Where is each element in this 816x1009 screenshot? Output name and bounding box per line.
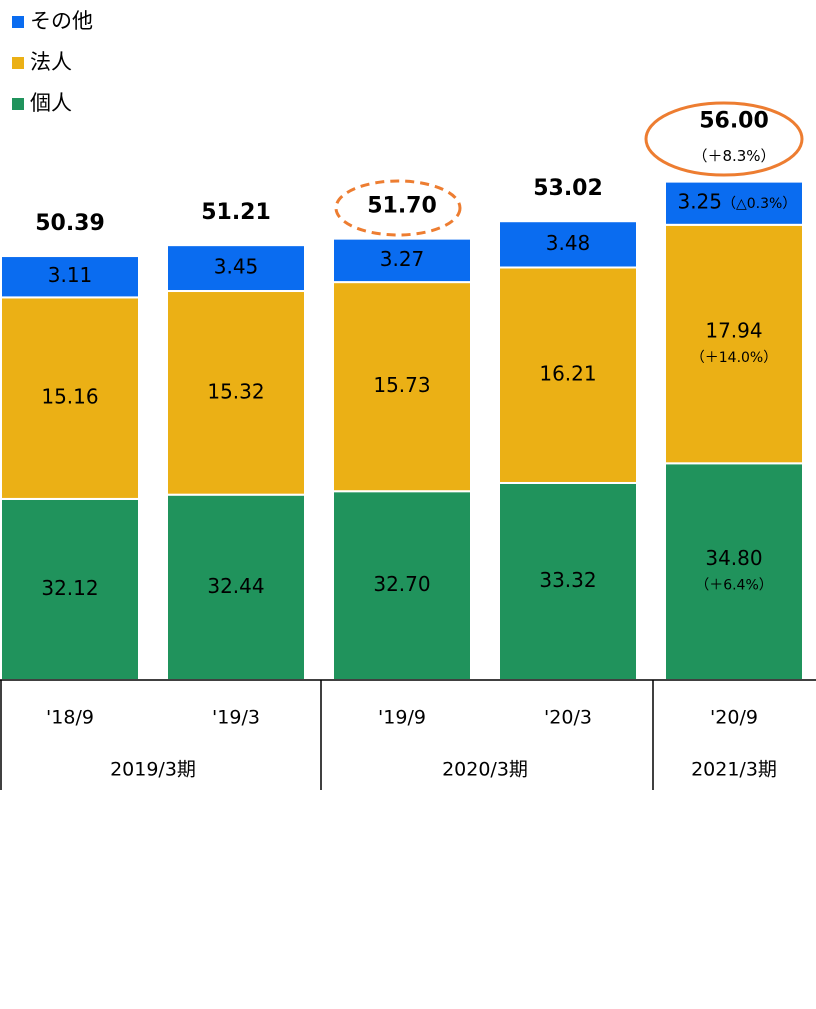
x-tick-label: '19/3	[212, 707, 260, 729]
value-label: 33.32	[539, 568, 596, 592]
x-tick-label: '20/3	[544, 707, 592, 729]
total-label: 56.00	[699, 108, 769, 133]
bar-segment	[166, 493, 306, 681]
bar-segment	[498, 220, 638, 269]
legend-swatch	[12, 16, 24, 28]
bar-segment	[332, 237, 472, 284]
highlight-ring	[334, 179, 462, 237]
total-label: 50.39	[35, 211, 105, 236]
value-label: 32.70	[373, 572, 430, 596]
value-label: 32.12	[41, 576, 98, 600]
total-label: 51.70	[367, 194, 437, 219]
x-tick-label: '20/9	[710, 707, 758, 729]
bar-segment	[332, 281, 472, 493]
value-label: 32.44	[207, 574, 264, 598]
bar-segment	[332, 490, 472, 682]
value-label: 15.16	[41, 385, 98, 409]
value-note: （＋6.4%）	[695, 578, 773, 594]
total-note: （＋8.3%）	[692, 147, 775, 165]
value-label: 3.25	[677, 190, 722, 214]
x-tick-label: '19/9	[378, 707, 426, 729]
value-label: 3.27	[380, 247, 425, 271]
bar-segment	[498, 266, 638, 484]
bar-segment	[664, 180, 804, 226]
group-label: 2020/3期	[442, 759, 528, 781]
bar-segment	[166, 290, 306, 496]
group-label: 2019/3期	[110, 759, 196, 781]
value-label: 3.45	[214, 255, 259, 279]
value-label: 16.21	[539, 362, 596, 386]
bar-segment	[664, 462, 804, 681]
legend-swatch	[12, 98, 24, 110]
legend-label: 個人	[30, 91, 72, 115]
legend-swatch	[12, 57, 24, 69]
bar-segment	[664, 223, 804, 465]
bar-segment	[0, 255, 140, 299]
x-tick-label: '18/9	[46, 707, 94, 729]
value-label: 17.94	[705, 319, 762, 343]
total-label: 53.02	[533, 176, 603, 201]
value-label: 15.32	[207, 379, 264, 403]
value-note: （＋14.0%）	[691, 350, 777, 366]
value-label: 3.48	[546, 231, 591, 255]
legend-label: 法人	[30, 50, 72, 74]
bar-segment	[0, 497, 140, 681]
total-label: 51.21	[201, 200, 271, 225]
group-label: 2021/3期	[691, 759, 777, 781]
legend-label: その他	[30, 9, 93, 33]
highlight-ring	[644, 101, 804, 177]
value-label: 15.73	[373, 373, 430, 397]
value-note: （△0.3%）	[722, 196, 796, 212]
bar-segment	[166, 244, 306, 293]
value-label: 34.80	[705, 546, 762, 570]
value-label: 3.11	[48, 263, 93, 287]
